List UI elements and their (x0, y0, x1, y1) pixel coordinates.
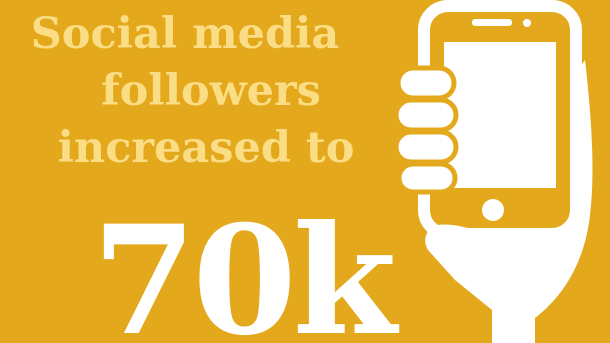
headline-line-1: Social media (30, 9, 340, 59)
phone-camera (523, 19, 531, 27)
headline-line-2: followers (101, 66, 321, 116)
headline: Social media followers increased to (0, 6, 390, 177)
phone-speaker (472, 19, 512, 26)
hand-holding-phone-icon (393, 0, 593, 343)
phone-screen (444, 42, 556, 188)
fingers (393, 65, 459, 195)
headline-line-3: increased to (57, 123, 355, 173)
phone-home-button (482, 199, 504, 221)
follower-count: 70k (92, 193, 397, 343)
hand-shape (425, 60, 593, 343)
